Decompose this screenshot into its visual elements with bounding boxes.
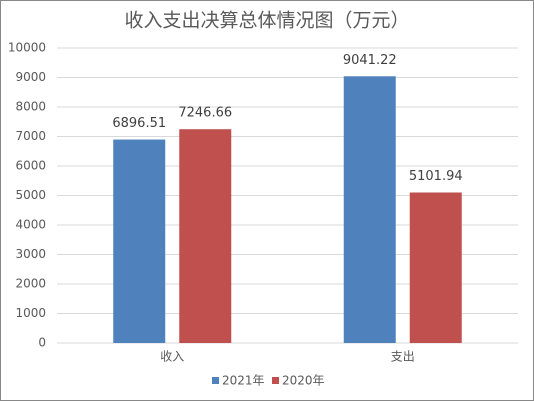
- bar: [343, 76, 396, 344]
- x-tick-label: 收入: [160, 350, 184, 364]
- legend-label: 2020年: [282, 374, 325, 388]
- y-tick-label: 8000: [15, 100, 46, 114]
- chart-title: 收入支出决算总体情况图（万元）: [124, 10, 409, 32]
- y-tick-label: 6000: [15, 159, 46, 173]
- y-tick-label: 0: [38, 336, 46, 350]
- y-tick-label: 10000: [8, 41, 46, 55]
- bar: [179, 129, 232, 343]
- legend-swatch: [272, 377, 279, 384]
- legend-label: 2021年: [222, 374, 265, 388]
- data-label: 5101.94: [409, 169, 463, 184]
- bar: [113, 139, 166, 343]
- data-label: 9041.22: [343, 53, 397, 68]
- y-tick-label: 3000: [15, 247, 46, 261]
- y-tick-label: 1000: [15, 306, 46, 320]
- data-label: 7246.66: [178, 106, 232, 121]
- y-tick-label: 2000: [15, 277, 46, 291]
- y-tick-label: 4000: [15, 218, 46, 232]
- x-tick-label: 支出: [391, 350, 415, 364]
- bar: [409, 192, 462, 343]
- y-tick-label: 9000: [15, 70, 46, 84]
- legend-swatch: [212, 377, 219, 384]
- y-tick-label: 5000: [15, 188, 46, 202]
- y-tick-label: 7000: [15, 129, 46, 143]
- data-label: 6896.51: [112, 116, 166, 131]
